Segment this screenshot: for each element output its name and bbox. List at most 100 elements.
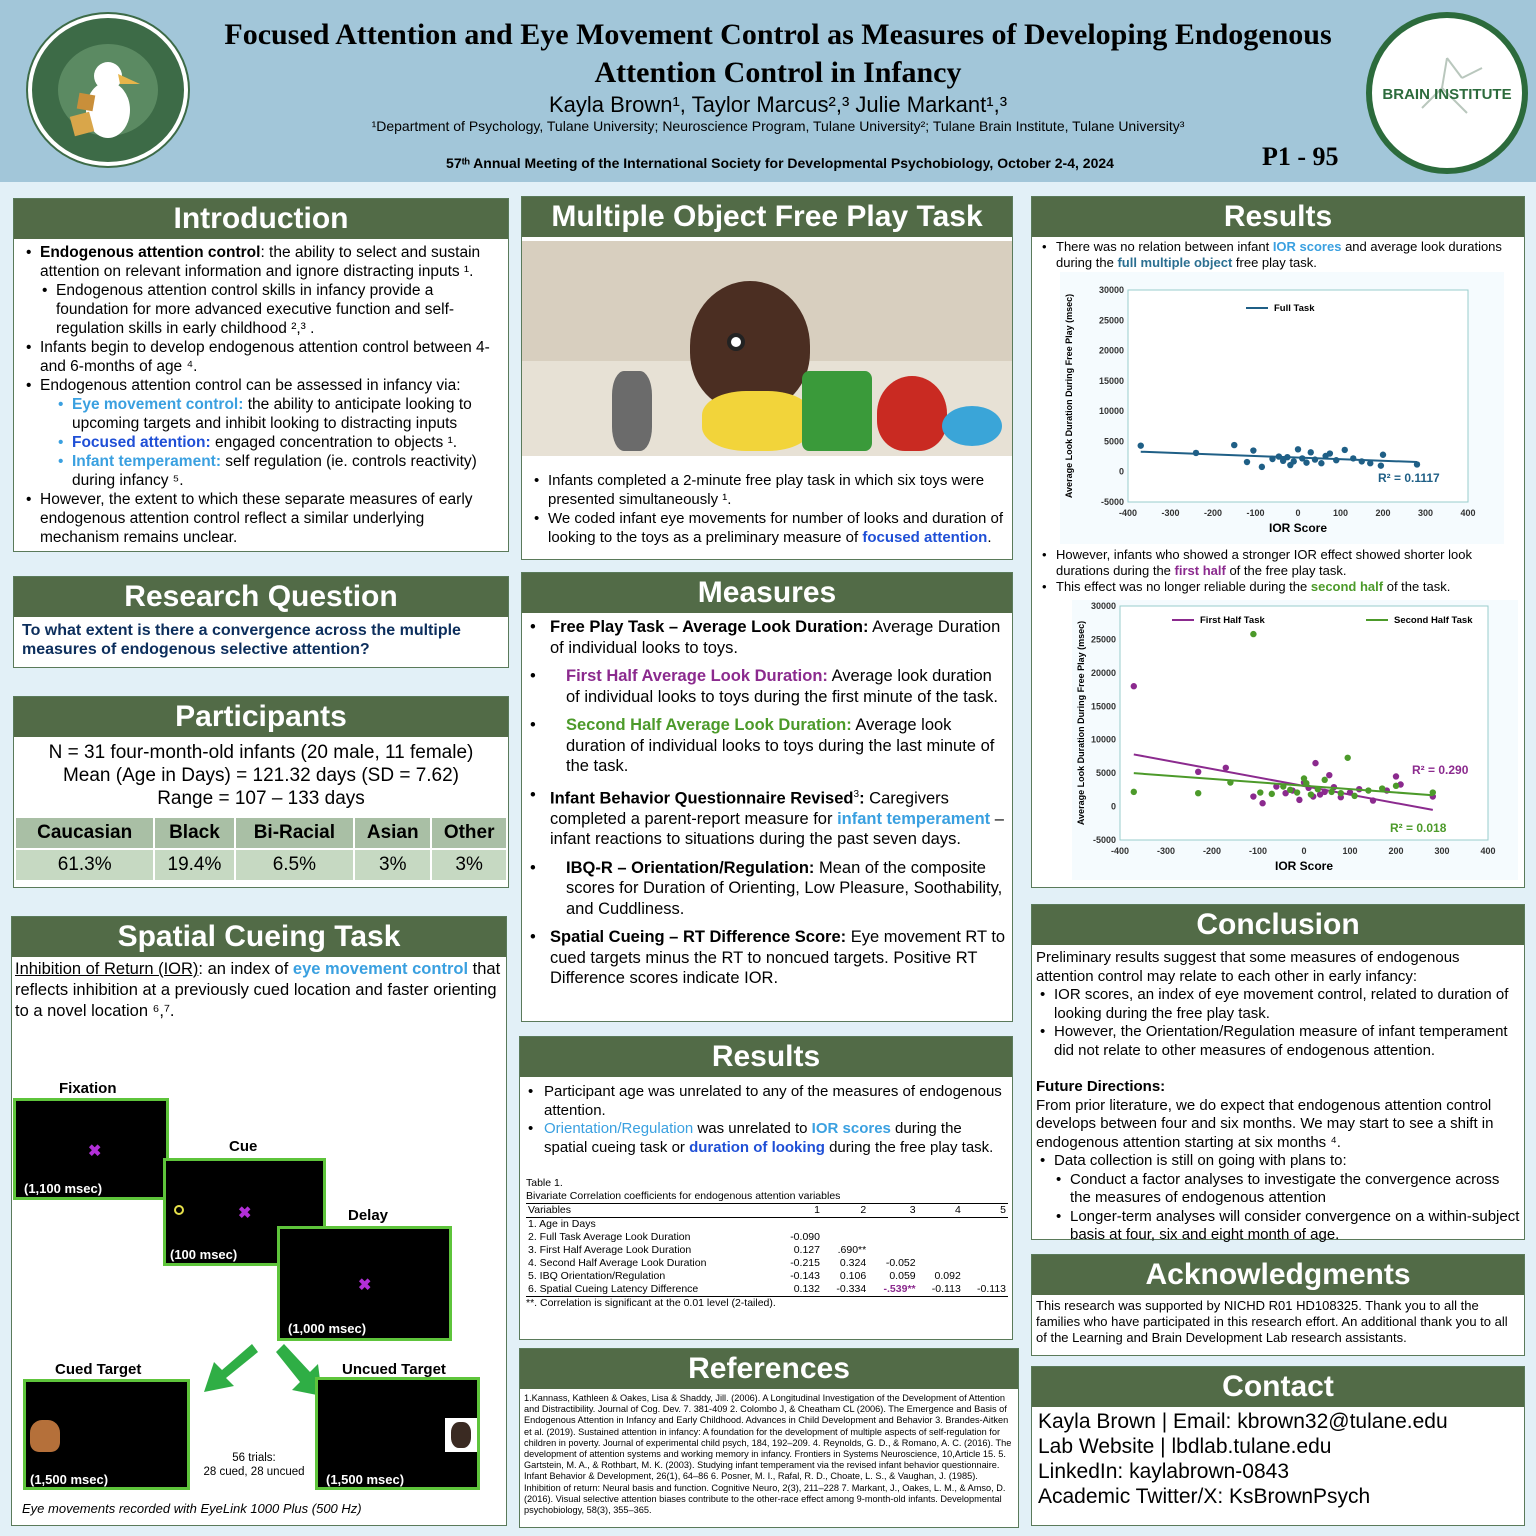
legend-label: Second Half Task (1394, 615, 1473, 626)
future-directions-text: From prior literature, we do expect that… (1036, 1096, 1494, 1151)
y-tick-label: 10000 (1099, 406, 1124, 416)
references-heading: References (520, 1349, 1018, 1389)
results-table-panel: Results Participant age was unrelated to… (519, 1036, 1013, 1340)
data-point (1367, 460, 1374, 467)
conclusion-bullet: IOR scores, an index of eye movement con… (1036, 986, 1520, 1023)
fixation-cross-icon: ✖ (238, 1205, 252, 1222)
spatial-cueing-heading: Spatial Cueing Task (12, 917, 506, 957)
intro-bullet: Infants begin to develop endogenous atte… (22, 338, 500, 376)
y-tick-label: 10000 (1091, 735, 1116, 745)
data-point (1259, 800, 1266, 807)
correlation-cell: 3. First Half Average Look Duration (528, 1244, 692, 1256)
correlation-cell (918, 1257, 963, 1270)
data-point (1326, 450, 1334, 457)
toy-rings (942, 406, 1002, 446)
measure-item: Second Half Average Look Duration: Avera… (526, 715, 1008, 777)
correlation-cell: -0.052 (885, 1257, 916, 1269)
demographics-table: Caucasian Black Bi-Racial Asian Other 61.3% 1… (13, 816, 508, 882)
full-task-scatter: -400 -300 -200 -100 0 100 200 300 400 -5000 0 5000 1… (1064, 285, 1476, 535)
eyelink-note: Eye movements recorded with EyeLink 1000… (22, 1501, 362, 1516)
delay-screen: ✖ (1,000 msec) (277, 1226, 452, 1341)
data-point (1392, 782, 1400, 790)
toy-turtle (702, 391, 812, 451)
y-tick-label: 5000 (1096, 768, 1116, 778)
correlation-cell: -.539** (883, 1283, 916, 1295)
conclusion-bullet: Longer-term analyses will consider conve… (1036, 1208, 1520, 1245)
participants-heading: Participants (14, 697, 508, 737)
target-sticker-icon (727, 333, 745, 351)
x-tick-label: 200 (1375, 508, 1390, 518)
data-point (1290, 458, 1297, 465)
contact-info: Kayla Brown | Email: kbrown32@tulane.edu… (1032, 1407, 1524, 1511)
x-tick-label: 300 (1418, 508, 1433, 518)
data-point (1195, 768, 1202, 776)
x-tick-label: 400 (1480, 846, 1495, 856)
fixation-screen: ✖ (1,100 msec) (13, 1098, 169, 1200)
r-squared-label: R² = 0.018 (1390, 821, 1447, 835)
correlation-cell: 0.059 (889, 1270, 916, 1282)
measure-item: IBQ-R – Orientation/Regulation: Mean of … (526, 858, 1008, 920)
x-tick-label: 400 (1460, 508, 1475, 518)
half-task-scatter: -400 -300 -200 -100 0 100 200 300 400 -5000 0 5000 1… (1076, 601, 1496, 873)
y-tick-label: 30000 (1099, 285, 1124, 295)
data-point (1379, 785, 1386, 792)
data-point (1130, 788, 1137, 796)
research-question-heading: Research Question (14, 577, 508, 617)
data-point (1326, 771, 1333, 779)
results-charts-panel: Results There was no relation between in… (1031, 196, 1525, 888)
results-bullet: Participant age was unrelated to any of … (524, 1083, 1008, 1120)
references-text: 1.Kannass, Kathleen & Oakes, Lisa & Shad… (524, 1393, 1012, 1516)
intro-bullet: Eye movement control: the ability to ant… (22, 395, 500, 433)
y-axis-label: Average Look Duration During Free Play (… (1064, 294, 1074, 498)
research-question-panel: Research Question To what extent is ther… (13, 576, 509, 668)
correlation-cell: 1. Age in Days (528, 1218, 596, 1230)
correlation-cell: 0.106 (839, 1270, 867, 1282)
correlation-cell (963, 1244, 1008, 1257)
delay-label: Delay (348, 1207, 389, 1224)
data-point (1341, 446, 1348, 454)
authors: Kayla Brown¹, Taylor Marcus²,³ Julie Mar… (548, 92, 1008, 117)
data-point (1392, 773, 1400, 780)
data-point (1282, 790, 1289, 797)
correlation-cell: 2. Full Task Average Look Duration (528, 1231, 691, 1243)
measures-panel: Measures Free Play Task – Average Look D… (521, 572, 1013, 1022)
x-tick-label: 0 (1295, 508, 1300, 518)
y-tick-label: 0 (1111, 802, 1116, 812)
y-tick-label: 0 (1119, 467, 1124, 477)
poster-title: Focused Attention and Eye Movement Contr… (224, 18, 1332, 89)
plot-area (1119, 605, 1489, 841)
correlation-cell (822, 1231, 868, 1244)
acknowledgments-panel: Acknowledgments This research was suppor… (1031, 1254, 1525, 1356)
y-tick-label: -5000 (1101, 497, 1124, 507)
data-point (1307, 449, 1314, 456)
data-point (1321, 776, 1328, 784)
y-tick-label: 30000 (1091, 601, 1116, 611)
measure-item: Spatial Cueing – RT Difference Score: Ey… (526, 927, 1008, 989)
correlation-cell: 0.092 (934, 1270, 961, 1282)
correlation-row: 6. Spatial Cueing Latency Difference 0.13… (526, 1283, 1008, 1296)
conclusion-heading: Conclusion (1032, 905, 1524, 945)
trend-line (1133, 753, 1433, 811)
lab-logo (28, 14, 188, 166)
correlation-table: Table 1. Bivariate Correlation coefficie… (526, 1177, 1008, 1309)
conclusion-bullet: However, the Orientation/Regulation meas… (1036, 1023, 1520, 1060)
correlation-cell: 0.324 (839, 1257, 867, 1269)
target-image-icon (445, 1418, 477, 1452)
data-point (1258, 463, 1266, 471)
meeting-info: 57ᵗʰ Annual Meeting of the International… (446, 155, 1114, 171)
contact-line: LinkedIn: kaylabrown-0843 (1038, 1460, 1289, 1483)
data-point (1250, 630, 1257, 638)
conclusion-bullet: Conduct a factor analyses to investigate… (1036, 1171, 1520, 1208)
transition-arrows-icon (204, 1344, 322, 1396)
data-point (1257, 789, 1264, 796)
full-task-chart: -400 -300 -200 -100 0 100 200 300 400 -5000 0 5000 1… (1060, 272, 1504, 544)
correlation-cell: -0.113 (977, 1283, 1006, 1295)
y-axis-label: Average Look Duration During Free Play (… (1076, 621, 1086, 825)
uncued-target-screen: (1,500 msec) (315, 1377, 480, 1490)
spatial-cueing-panel: Spatial Cueing Task Inhibition of Return… (11, 916, 507, 1526)
intro-bullet: Endogenous attention control: the abilit… (22, 243, 500, 281)
brain-institute-text: BRAIN INSTITUTE (1382, 86, 1512, 103)
contact-line: Kayla Brown | Email: kbrown32@tulane.edu (1038, 1410, 1448, 1433)
correlation-row: 1. Age in Days (526, 1218, 1008, 1232)
correlation-cell: 6. Spatial Cueing Latency Difference (528, 1283, 699, 1295)
